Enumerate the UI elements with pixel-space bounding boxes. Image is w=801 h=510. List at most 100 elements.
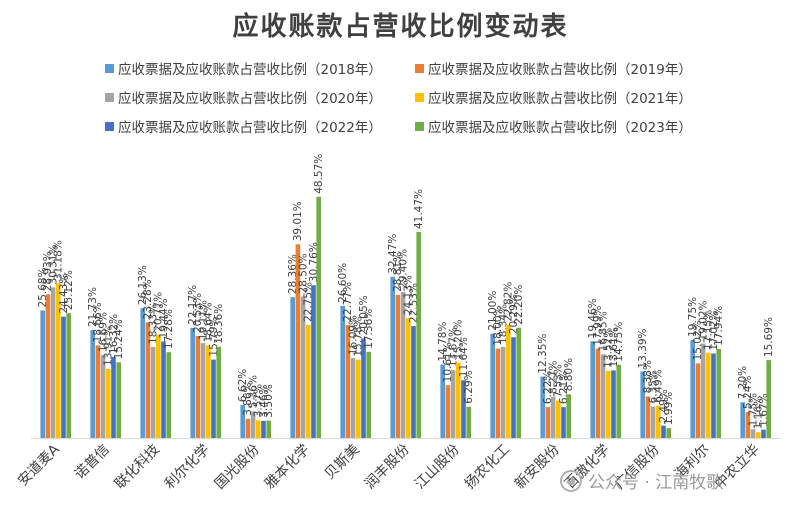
x-tick-label: 雅本化学	[262, 442, 313, 493]
data-label: 19.11%	[197, 300, 209, 340]
bar	[100, 355, 106, 438]
data-label: 31.18%	[53, 240, 65, 280]
data-label: 20.29%	[508, 294, 520, 334]
data-label: 28.50%	[297, 253, 309, 293]
data-label: 15.79%	[208, 317, 220, 357]
bar	[416, 232, 421, 438]
bar	[766, 360, 771, 438]
bar	[600, 354, 606, 438]
bar	[106, 368, 111, 438]
bar	[406, 318, 411, 438]
bar	[500, 346, 506, 438]
bar	[156, 334, 161, 438]
data-label: 24.43%	[58, 274, 70, 314]
bar	[640, 371, 645, 438]
data-label: 48.57%	[313, 154, 325, 194]
bar	[411, 326, 416, 438]
bar	[166, 352, 171, 438]
bar	[161, 341, 166, 438]
bar	[661, 425, 666, 438]
data-label: 7.20%	[737, 366, 749, 399]
data-label: 13.52%	[603, 328, 615, 368]
bar	[456, 362, 461, 438]
bar	[616, 364, 621, 438]
data-label: 15.69%	[763, 317, 775, 357]
x-tick-label: 利尔化学	[162, 442, 213, 493]
legend-swatch	[105, 92, 114, 102]
legend-item: 应收票据及应收账款占营收比例（2018年）	[105, 58, 415, 78]
bar	[195, 336, 201, 438]
data-label: 17.02%	[708, 310, 720, 350]
bar	[506, 324, 511, 438]
data-label: 16.32%	[108, 314, 120, 354]
bar	[556, 400, 561, 438]
bar	[306, 325, 311, 438]
data-label: 14.78%	[437, 322, 449, 362]
data-label: 22.77%	[342, 282, 354, 322]
bar	[40, 310, 45, 438]
bar	[340, 305, 345, 438]
bar	[150, 346, 156, 438]
bar	[740, 402, 745, 438]
x-tick-label: 贝斯美	[322, 442, 363, 483]
bar	[95, 345, 101, 438]
wechat-icon: ◕	[560, 469, 582, 492]
bar	[140, 308, 145, 438]
data-label: 22.20%	[513, 285, 525, 325]
bar	[606, 370, 611, 438]
legend-label: 应收票据及应收账款占营收比例（2018年）	[118, 62, 382, 78]
bar	[290, 297, 295, 438]
bar	[550, 396, 556, 438]
bar	[695, 363, 701, 438]
data-label: 3.57%	[253, 384, 265, 417]
data-label: 13.61%	[608, 327, 620, 367]
x-tick-label: 江山股份	[412, 442, 463, 493]
bar	[516, 327, 521, 438]
bar	[400, 291, 406, 438]
bar	[440, 364, 445, 438]
bar	[756, 432, 761, 438]
bar	[650, 406, 656, 438]
bar	[56, 283, 61, 438]
bar	[206, 345, 211, 438]
watermark-text: 公众号 · 江南牧歌	[588, 473, 724, 493]
legend-label: 应收票据及应收账款占营收比例（2023年）	[428, 120, 692, 136]
bar	[350, 358, 356, 438]
bar	[366, 351, 371, 438]
bar	[445, 385, 451, 438]
data-label: 41.47%	[413, 189, 425, 229]
legend-swatch	[415, 121, 424, 131]
bar	[261, 420, 266, 438]
bar	[590, 341, 595, 438]
data-label: 17.36%	[363, 309, 375, 349]
data-label: 19.44%	[158, 298, 170, 338]
data-label: 15.24%	[113, 319, 125, 359]
bar	[656, 405, 661, 438]
data-label: 6.62%	[237, 369, 249, 402]
data-label: 16.85%	[597, 311, 609, 351]
data-label: 18.36%	[213, 304, 225, 344]
bar	[645, 396, 651, 438]
x-tick-label: 新安股份	[512, 442, 563, 493]
bar	[700, 343, 706, 438]
data-label: 20.77%	[153, 292, 165, 332]
data-label: 13.39%	[637, 328, 649, 368]
data-label: 20.53%	[192, 293, 204, 333]
data-label: 28.81%	[392, 252, 404, 292]
bar	[200, 343, 206, 438]
data-label: 8.80%	[563, 358, 575, 391]
data-label: 17.15%	[703, 310, 715, 350]
data-label: 39.01%	[292, 201, 304, 241]
bar	[116, 362, 121, 438]
bar	[450, 370, 456, 438]
x-tick-label: 安道麦A	[15, 441, 63, 489]
bar	[466, 406, 471, 438]
legend-label: 应收票据及应收账款占营收比例（2022年）	[118, 120, 382, 136]
data-label: 12.35%	[537, 334, 549, 374]
legend-item: 应收票据及应收账款占营收比例（2019年）	[415, 58, 725, 78]
x-tick-label: 国光股份	[212, 442, 263, 493]
data-label: 8.27%	[547, 361, 559, 394]
bar	[750, 429, 756, 438]
bar	[216, 346, 221, 438]
